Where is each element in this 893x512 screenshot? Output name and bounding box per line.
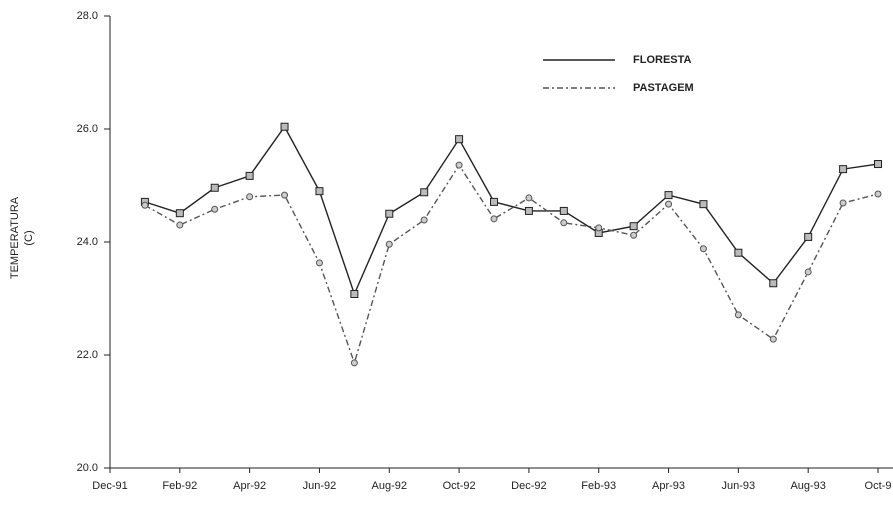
marker bbox=[769, 279, 778, 288]
y-tick-label: 26.0 bbox=[77, 123, 98, 135]
marker bbox=[559, 206, 568, 215]
marker bbox=[280, 122, 289, 131]
marker bbox=[595, 224, 603, 232]
marker bbox=[839, 199, 847, 207]
marker bbox=[245, 171, 254, 180]
marker bbox=[560, 219, 568, 227]
y-axis-label: (C) bbox=[23, 230, 35, 245]
marker bbox=[385, 240, 393, 248]
marker bbox=[350, 289, 359, 298]
x-tick-label: Oct-9 bbox=[865, 480, 892, 492]
x-tick-label: Apr-93 bbox=[652, 480, 685, 492]
marker bbox=[420, 188, 429, 197]
marker bbox=[699, 245, 707, 253]
marker bbox=[210, 183, 219, 192]
x-tick-label: Jun-92 bbox=[303, 480, 337, 492]
marker bbox=[350, 359, 358, 367]
marker bbox=[804, 268, 812, 276]
legend-label: FLORESTA bbox=[633, 54, 692, 66]
marker bbox=[281, 191, 289, 199]
x-tick-label: Apr-92 bbox=[233, 480, 266, 492]
x-tick-label: Aug-93 bbox=[790, 480, 825, 492]
marker bbox=[839, 165, 848, 174]
marker bbox=[699, 200, 708, 209]
marker bbox=[525, 194, 533, 202]
marker bbox=[176, 221, 184, 229]
legend-label: PASTAGEM bbox=[633, 82, 694, 94]
series-line bbox=[144, 163, 879, 366]
marker bbox=[420, 216, 428, 224]
series-line bbox=[144, 125, 879, 296]
x-tick-label: Feb-92 bbox=[162, 480, 197, 492]
y-tick-label: 20.0 bbox=[77, 462, 98, 474]
x-tick-label: Aug-92 bbox=[372, 480, 407, 492]
marker bbox=[874, 190, 882, 198]
marker bbox=[874, 160, 882, 169]
marker bbox=[175, 209, 184, 218]
marker bbox=[665, 200, 673, 208]
marker bbox=[804, 232, 813, 241]
marker bbox=[734, 248, 743, 257]
x-tick-label: Oct-92 bbox=[443, 480, 476, 492]
marker bbox=[211, 205, 219, 213]
marker bbox=[629, 222, 638, 231]
marker bbox=[315, 259, 323, 267]
marker bbox=[769, 335, 777, 343]
x-tick-label: Dec-91 bbox=[92, 480, 127, 492]
marker bbox=[630, 231, 638, 239]
marker bbox=[524, 206, 533, 215]
marker bbox=[734, 311, 742, 319]
marker bbox=[246, 193, 254, 201]
x-tick-label: Feb-93 bbox=[581, 480, 616, 492]
y-tick-label: 22.0 bbox=[77, 349, 98, 361]
marker bbox=[455, 161, 463, 169]
x-tick-label: Dec-92 bbox=[511, 480, 546, 492]
marker bbox=[490, 215, 498, 223]
y-tick-label: 24.0 bbox=[77, 236, 98, 248]
marker bbox=[315, 187, 324, 196]
y-axis-label: TEMPERATURA bbox=[9, 196, 21, 279]
marker bbox=[490, 197, 498, 206]
x-tick-label: Jun-93 bbox=[722, 480, 756, 492]
marker bbox=[664, 191, 673, 200]
marker bbox=[455, 135, 464, 144]
marker bbox=[141, 201, 149, 209]
marker bbox=[385, 209, 394, 218]
y-tick-label: 28.0 bbox=[77, 10, 98, 22]
